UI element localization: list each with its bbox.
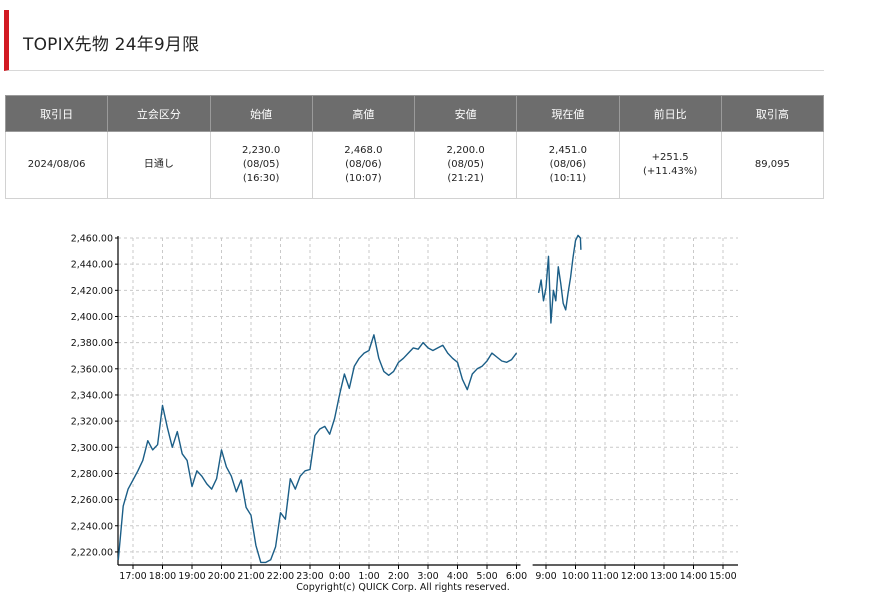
- change-cell: +251.5 (+11.43%): [618, 131, 722, 199]
- header-open: 始値: [209, 95, 313, 132]
- high-time: (10:07): [345, 173, 382, 184]
- high-date: (08/06): [345, 159, 382, 170]
- x-tick-label: 18:00: [149, 571, 176, 582]
- current-price: 2,451.0: [548, 145, 587, 156]
- x-tick-label: 1:00: [358, 571, 379, 582]
- series-line-day-session: [537, 234, 582, 324]
- x-tick-label: 3:00: [417, 571, 438, 582]
- high-cell: 2,468.0 (08/06) (10:07): [311, 131, 416, 199]
- x-tick-label: 22:00: [267, 571, 294, 582]
- current-date: (08/06): [549, 159, 587, 170]
- y-tick-label: 2,460.00: [71, 234, 113, 245]
- x-tick-label: 2:00: [388, 571, 409, 582]
- header-current: 現在値: [516, 95, 620, 132]
- chart-copyright: Copyright(c) QUICK Corp. All rights rese…: [296, 582, 509, 593]
- y-tick-label: 2,360.00: [71, 364, 113, 375]
- table-row: 2024/08/06 日通し 2,230.0 (08/05) (16:30) 2…: [4, 131, 825, 199]
- x-tick-label: 17:00: [119, 571, 146, 582]
- volume-cell: 89,095: [720, 131, 825, 199]
- y-tick-label: 2,260.00: [71, 495, 113, 506]
- session-cell: 日通し: [107, 131, 211, 199]
- open-price: 2,230.0: [242, 145, 281, 156]
- quote-table: 取引日 立会区分 始値 高値 安値 現在値 前日比 取引高 2024/08/06…: [4, 95, 825, 199]
- quote-table-header-row: 取引日 立会区分 始値 高値 安値 現在値 前日比 取引高: [4, 95, 825, 132]
- series-line-night-session: [117, 334, 518, 564]
- y-tick-label: 2,440.00: [71, 260, 113, 271]
- x-tick-label: 5:00: [476, 571, 497, 582]
- current-time: (10:11): [549, 173, 587, 184]
- open-time: (16:30): [242, 173, 280, 184]
- y-tick-label: 2,320.00: [71, 417, 113, 428]
- header-high: 高値: [311, 95, 416, 132]
- y-tick-label: 2,420.00: [71, 286, 113, 297]
- x-tick-label: 10:00: [562, 571, 589, 582]
- y-tick-label: 2,400.00: [71, 312, 113, 323]
- low-price: 2,200.0: [446, 145, 485, 156]
- x-tick-label: 19:00: [178, 571, 205, 582]
- x-tick-label: 20:00: [208, 571, 235, 582]
- y-tick-label: 2,220.00: [71, 547, 113, 558]
- x-tick-label: 13:00: [650, 571, 677, 582]
- header-volume: 取引高: [720, 95, 825, 132]
- open-cell: 2,230.0 (08/05) (16:30): [209, 131, 313, 199]
- y-tick-label: 2,280.00: [71, 469, 113, 480]
- y-tick-label: 2,380.00: [71, 338, 113, 349]
- low-time: (21:21): [447, 173, 484, 184]
- y-tick-label: 2,300.00: [71, 443, 113, 454]
- price-chart: 2,220.00 2,240.00 2,260.00 2,280.00 2,300.00…: [71, 234, 738, 593]
- low-cell: 2,200.0 (08/05) (21:21): [413, 131, 518, 199]
- current-cell: 2,451.0 (08/06) (10:11): [516, 131, 620, 199]
- x-tick-label: 15:00: [709, 571, 736, 582]
- header-session: 立会区分: [107, 95, 211, 132]
- session-gap: [520, 564, 533, 567]
- title-bar: TOPIX先物 24年9月限: [4, 10, 824, 71]
- header-trade-date: 取引日: [4, 95, 109, 132]
- low-date: (08/05): [447, 159, 484, 170]
- page-title: TOPIX先物 24年9月限: [23, 35, 200, 55]
- x-tick-label: 21:00: [237, 571, 264, 582]
- x-tick-label: 0:00: [329, 571, 350, 582]
- x-tick-label: 11:00: [591, 571, 618, 582]
- y-tick-label: 2,340.00: [71, 390, 113, 401]
- y-tick-label: 2,240.00: [71, 521, 113, 532]
- x-tick-label: 23:00: [296, 571, 323, 582]
- change-value: +251.5: [651, 152, 689, 163]
- x-tick-label: 14:00: [680, 571, 707, 582]
- open-date: (08/05): [242, 159, 280, 170]
- change-percent: (+11.43%): [642, 166, 698, 177]
- header-change: 前日比: [618, 95, 722, 132]
- x-tick-label: 9:00: [535, 571, 556, 582]
- trade-date-cell: 2024/08/06: [4, 131, 109, 199]
- x-tick-label: 4:00: [447, 571, 468, 582]
- header-low: 安値: [413, 95, 518, 132]
- x-tick-label: 6:00: [506, 571, 527, 582]
- high-price: 2,468.0: [344, 145, 383, 156]
- x-tick-label: 12:00: [621, 571, 648, 582]
